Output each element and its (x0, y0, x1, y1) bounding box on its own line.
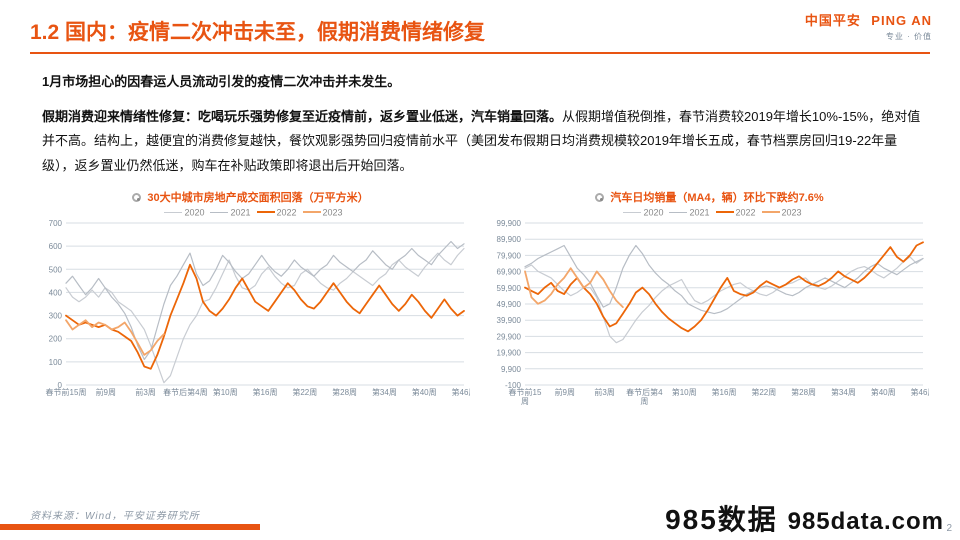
paragraph-2: 假期消费迎来情绪性修复：吃喝玩乐强势修复至近疫情前，返乡置业低迷，汽车销量回落。… (42, 105, 928, 179)
svg-text:19,900: 19,900 (497, 349, 522, 358)
bullet-icon (595, 193, 604, 202)
svg-text:49,900: 49,900 (497, 300, 522, 309)
svg-text:第10周: 第10周 (213, 387, 238, 397)
svg-text:春节后第4: 春节后第4 (626, 387, 663, 397)
svg-text:79,900: 79,900 (497, 252, 522, 261)
page-number: 2 (946, 523, 952, 534)
svg-text:第10周: 第10周 (672, 387, 697, 397)
svg-text:第22周: 第22周 (751, 387, 776, 397)
chart-left-svg: 0100200300400500600700春节前15周前9周前3周春节后第4周… (30, 219, 470, 409)
chart-right: 汽车日均销量（MA4，辆）环比下跌约7.6% 2020202120222023 … (489, 189, 930, 410)
svg-text:200: 200 (49, 335, 63, 344)
svg-text:400: 400 (49, 289, 63, 298)
svg-text:29,900: 29,900 (497, 333, 522, 342)
brand-en: PING AN (871, 13, 932, 28)
svg-text:前9周: 前9周 (96, 387, 116, 397)
svg-text:春节前15: 春节前15 (509, 387, 542, 397)
svg-text:600: 600 (49, 243, 63, 252)
footer-bar (0, 524, 260, 530)
svg-text:第34周: 第34周 (831, 387, 856, 397)
brand-cn: 中国平安 (805, 13, 861, 28)
bullet-icon (132, 193, 141, 202)
svg-text:第46周: 第46周 (452, 387, 470, 397)
title-rule (30, 52, 930, 54)
svg-text:300: 300 (49, 312, 63, 321)
svg-text:第40周: 第40周 (871, 387, 896, 397)
svg-text:69,900: 69,900 (497, 268, 522, 277)
svg-text:第22周: 第22周 (292, 387, 317, 397)
svg-text:春节前15周: 春节前15周 (46, 387, 87, 397)
svg-text:第40周: 第40周 (412, 387, 437, 397)
svg-text:99,900: 99,900 (497, 219, 522, 228)
svg-text:第16周: 第16周 (712, 387, 737, 397)
svg-text:第16周: 第16周 (253, 387, 278, 397)
svg-text:700: 700 (49, 219, 63, 228)
svg-text:周: 周 (521, 397, 529, 406)
svg-text:第28周: 第28周 (791, 387, 816, 397)
chart-right-title: 汽车日均销量（MA4，辆）环比下跌约7.6% (489, 189, 930, 205)
body-text: 1月市场担心的因春运人员流动引发的疫情二次冲击并未发生。 假期消费迎来情绪性修复… (30, 70, 930, 179)
svg-text:第34周: 第34周 (372, 387, 397, 397)
watermark-sub: 985data.com (788, 508, 944, 535)
chart-left: 30大中城市房地产成交面积回落（万平方米） 2020202120222023 0… (30, 189, 471, 410)
svg-text:100: 100 (49, 358, 63, 367)
svg-text:39,900: 39,900 (497, 317, 522, 326)
chart-left-title: 30大中城市房地产成交面积回落（万平方米） (30, 189, 471, 205)
watermark-main: 985数据 (665, 504, 778, 535)
svg-text:前3周: 前3周 (135, 387, 155, 397)
svg-text:59,900: 59,900 (497, 284, 522, 293)
p2-bold: 假期消费迎来情绪性修复：吃喝玩乐强势修复至近疫情前，返乡置业低迷，汽车销量回落。 (42, 109, 562, 124)
chart-right-svg: -1009,90019,90029,90039,90049,90059,9006… (489, 219, 929, 409)
svg-text:周: 周 (640, 397, 648, 406)
chart-right-legend: 2020202120222023 (489, 207, 930, 218)
svg-text:第28周: 第28周 (332, 387, 357, 397)
brand-sub: 专业 · 价值 (805, 31, 932, 42)
paragraph-1: 1月市场担心的因春运人员流动引发的疫情二次冲击并未发生。 (42, 70, 928, 95)
chart-left-legend: 2020202120222023 (30, 207, 471, 218)
page-title: 1.2 国内：疫情二次冲击未至，假期消费情绪修复 (30, 14, 930, 46)
brand-block: 中国平安 PING AN 专业 · 价值 (805, 10, 932, 42)
source-line: 资料来源：Wind，平安证券研究所 (30, 507, 200, 522)
svg-text:500: 500 (49, 266, 63, 275)
svg-text:前3周: 前3周 (594, 387, 614, 397)
svg-text:89,900: 89,900 (497, 236, 522, 245)
watermark: 985数据 985data.com (665, 498, 944, 538)
svg-text:春节后第4周: 春节后第4周 (163, 387, 207, 397)
svg-text:前9周: 前9周 (555, 387, 575, 397)
svg-text:9,900: 9,900 (501, 365, 522, 374)
svg-text:第46周: 第46周 (911, 387, 929, 397)
